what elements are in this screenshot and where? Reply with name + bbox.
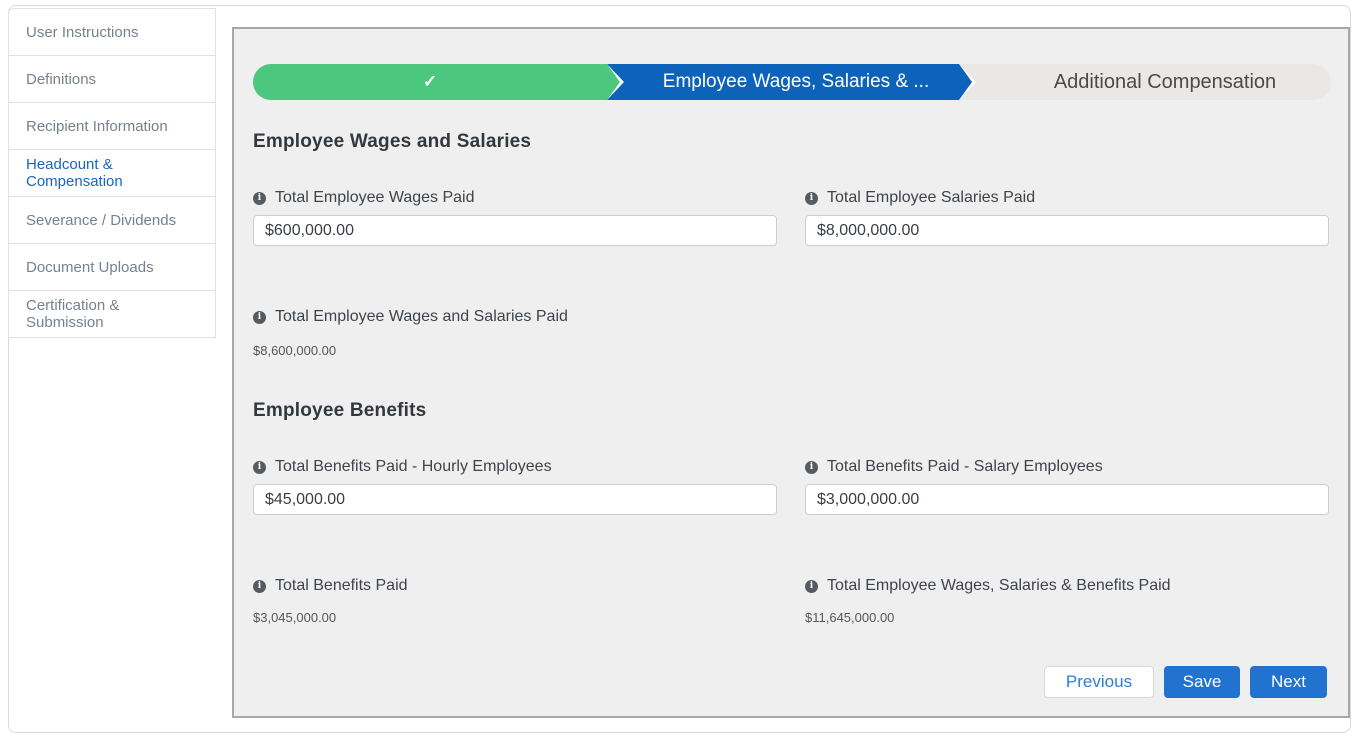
section-title-benefits: Employee Benefits <box>253 400 427 421</box>
field-label-text: Total Employee Wages and Salaries Paid <box>275 308 568 325</box>
info-icon[interactable]: i <box>805 460 818 474</box>
field-label-text: Total Employee Salaries Paid <box>827 189 1036 206</box>
total-benefits-value: $3,045,000.00 <box>253 610 337 625</box>
field-label-total-wages-salaries: i Total Employee Wages and Salaries Paid <box>253 308 568 326</box>
wizard-step-complete[interactable]: ✓ <box>253 64 624 100</box>
sidebar-nav: User Instructions Definitions Recipient … <box>8 8 216 338</box>
sidebar-item-headcount-compensation[interactable]: Headcount & Compensation <box>8 149 216 197</box>
wizard-step-label: Employee Wages, Salaries & ... <box>662 71 930 92</box>
sidebar-item-label: User Instructions <box>26 23 139 41</box>
checkmark-icon: ✓ <box>422 72 438 91</box>
sidebar-item-definitions[interactable]: Definitions <box>8 55 216 103</box>
grand-total-value: $11,645,000.00 <box>805 610 895 625</box>
benefits-salary-input[interactable] <box>805 484 1329 515</box>
field-label-text: Total Benefits Paid - Salary Employees <box>827 458 1103 475</box>
sidebar-item-certification-submission[interactable]: Certification & Submission <box>8 290 216 338</box>
save-button[interactable]: Save <box>1164 666 1240 698</box>
field-label-benefits-hourly: i Total Benefits Paid - Hourly Employees <box>253 458 552 476</box>
field-label-text: Total Benefits Paid <box>275 577 408 594</box>
sidebar-item-document-uploads[interactable]: Document Uploads <box>8 243 216 291</box>
form-panel: ✓ Employee Wages, Salaries & ... Additio… <box>232 27 1350 718</box>
field-label-benefits-salary: i Total Benefits Paid - Salary Employees <box>805 458 1103 476</box>
info-icon[interactable]: i <box>253 310 266 324</box>
info-icon[interactable]: i <box>253 191 266 205</box>
sidebar-item-label: Definitions <box>26 70 97 88</box>
wizard-step-active[interactable]: Employee Wages, Salaries & ... <box>607 64 976 100</box>
sidebar-item-user-instructions[interactable]: User Instructions <box>8 8 216 56</box>
sidebar-item-recipient-information[interactable]: Recipient Information <box>8 102 216 150</box>
field-label-text: Total Employee Wages Paid <box>275 189 475 206</box>
sidebar-item-label: Headcount & Compensation <box>26 156 123 190</box>
next-button[interactable]: Next <box>1250 666 1327 698</box>
sidebar-item-severance-dividends[interactable]: Severance / Dividends <box>8 196 216 244</box>
sidebar-item-label: Document Uploads <box>26 258 154 276</box>
field-label-text: Total Employee Wages, Salaries & Benefit… <box>827 577 1171 594</box>
wizard-progress-bar: ✓ Employee Wages, Salaries & ... Additio… <box>253 64 1331 100</box>
sidebar-item-label: Severance / Dividends <box>26 211 177 229</box>
field-label-grand-total: i Total Employee Wages, Salaries & Benef… <box>805 577 1171 595</box>
field-label-total-benefits: i Total Benefits Paid <box>253 577 408 595</box>
total-wages-input[interactable] <box>253 215 777 246</box>
benefits-hourly-input[interactable] <box>253 484 777 515</box>
total-wages-salaries-value: $8,600,000.00 <box>253 343 337 358</box>
sidebar-item-label: Certification & Submission <box>26 297 120 331</box>
section-title-wages-salaries: Employee Wages and Salaries <box>253 131 532 152</box>
sidebar-item-label: Recipient Information <box>26 117 168 135</box>
total-salaries-input[interactable] <box>805 215 1329 246</box>
form-button-row: Previous Save Next <box>1044 666 1327 698</box>
wizard-step-upcoming[interactable]: Additional Compensation <box>959 64 1331 100</box>
info-icon[interactable]: i <box>253 579 266 593</box>
info-icon[interactable]: i <box>805 579 818 593</box>
field-label-text: Total Benefits Paid - Hourly Employees <box>275 458 552 475</box>
previous-button[interactable]: Previous <box>1044 666 1154 698</box>
info-icon[interactable]: i <box>253 460 266 474</box>
field-label-total-salaries: i Total Employee Salaries Paid <box>805 189 1035 207</box>
field-label-total-wages: i Total Employee Wages Paid <box>253 189 475 207</box>
info-icon[interactable]: i <box>805 191 818 205</box>
wizard-step-label: Additional Compensation <box>1053 70 1277 93</box>
